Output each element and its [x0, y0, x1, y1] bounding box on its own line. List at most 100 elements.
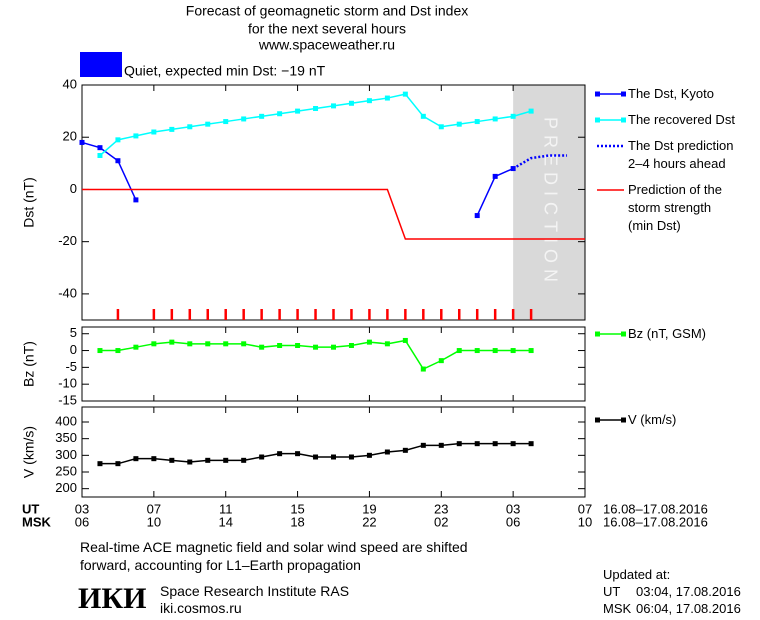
data-point [151, 129, 157, 135]
data-point [474, 441, 480, 447]
data-point [133, 344, 139, 350]
x-tick-label: 06 [506, 514, 520, 529]
data-point [384, 341, 390, 347]
x-axis-row-name: MSK [22, 514, 52, 529]
x-tick-label: 14 [218, 514, 232, 529]
data-point [169, 126, 175, 132]
status-box [80, 52, 122, 77]
x-tick-label: 10 [147, 514, 161, 529]
data-point [474, 213, 480, 219]
x-tick-label: 22 [362, 514, 376, 529]
legend-label: Bz (nT, GSM) [628, 326, 707, 341]
title-line: www.spaceweather.ru [258, 37, 395, 53]
prediction-zone [513, 85, 585, 320]
data-point [241, 341, 247, 347]
y-tick-label: -5 [65, 359, 77, 374]
x-tick-label: 06 [75, 514, 89, 529]
y-tick-label: 20 [63, 129, 77, 144]
data-point [331, 103, 336, 109]
legend-marker [595, 417, 600, 423]
updated-label: Updated at: [603, 567, 671, 582]
data-point [420, 366, 426, 372]
data-point [133, 456, 139, 462]
plot-frame [81, 84, 586, 321]
data-point [402, 447, 408, 453]
y-tick-label: 300 [55, 447, 77, 462]
y-tick-label: 5 [70, 325, 77, 340]
x-tick-label: 23 [434, 501, 448, 516]
data-point [115, 137, 121, 143]
plot-frame [81, 326, 586, 402]
y-tick-label: 40 [63, 76, 77, 91]
y-tick-label: -15 [58, 392, 77, 407]
data-point [241, 457, 247, 463]
data-point [295, 343, 301, 348]
series-line [82, 188, 585, 240]
data-point [151, 456, 157, 462]
data-point [115, 348, 121, 354]
data-point [295, 451, 301, 457]
legend-label: The Dst, Kyoto [628, 86, 714, 101]
data-point [366, 98, 372, 104]
data-point [420, 442, 426, 448]
data-point [313, 454, 319, 460]
data-point [277, 343, 283, 348]
updated-zone: MSK [603, 601, 632, 616]
institute: Space Research Institute RAS [160, 583, 350, 599]
site: iki.cosmos.ru [160, 600, 242, 616]
series-line [99, 442, 532, 465]
data-point [259, 454, 265, 460]
data-point [187, 124, 193, 130]
data-point [205, 457, 211, 463]
data-point [510, 441, 516, 447]
data-point [277, 111, 283, 117]
legend-marker [621, 331, 626, 337]
legend-marker [595, 331, 600, 337]
y-tick-label: 0 [70, 181, 77, 196]
x-tick-label: 03 [506, 501, 520, 516]
data-point [97, 461, 103, 467]
data-point [492, 116, 498, 122]
x-axis-range: 16.08–17.08.2016 [603, 514, 708, 529]
y-tick-label: 400 [55, 413, 77, 428]
data-point [295, 108, 301, 114]
data-point [223, 119, 229, 125]
x-tick-label: 11 [219, 501, 233, 516]
series-line [81, 141, 514, 216]
data-point [133, 197, 139, 203]
data-point [331, 454, 336, 460]
data-point [259, 113, 265, 119]
data-point [528, 441, 534, 447]
x-tick-label: 19 [362, 501, 376, 516]
legend-label: The recovered Dst [628, 112, 735, 127]
data-point [474, 348, 480, 354]
data-point [438, 442, 444, 448]
y-axis-label: Dst (nT) [21, 177, 37, 228]
data-point [115, 461, 121, 467]
title-line: for the next several hours [248, 21, 406, 37]
x-tick-label: 10 [578, 514, 592, 529]
data-point [348, 454, 354, 460]
data-point [438, 124, 444, 130]
prediction-label: PREDICTION [540, 117, 560, 288]
data-point [133, 133, 139, 139]
data-point [277, 451, 283, 457]
data-point [169, 339, 175, 345]
x-tick-label: 18 [290, 514, 304, 529]
data-point [456, 121, 462, 127]
legend-marker [595, 91, 600, 97]
data-point [223, 341, 229, 347]
data-point [331, 344, 336, 350]
y-tick-label: 250 [55, 463, 77, 478]
x-axis-row-name: UT [22, 501, 39, 516]
data-point [492, 348, 498, 354]
data-point [474, 119, 480, 125]
data-point [528, 348, 534, 354]
data-point [205, 341, 211, 347]
data-point [402, 337, 408, 343]
data-point [115, 158, 121, 164]
updated-time: 03:04, 17.08.2016 [636, 584, 741, 599]
data-point [97, 145, 103, 151]
data-point [97, 348, 103, 354]
